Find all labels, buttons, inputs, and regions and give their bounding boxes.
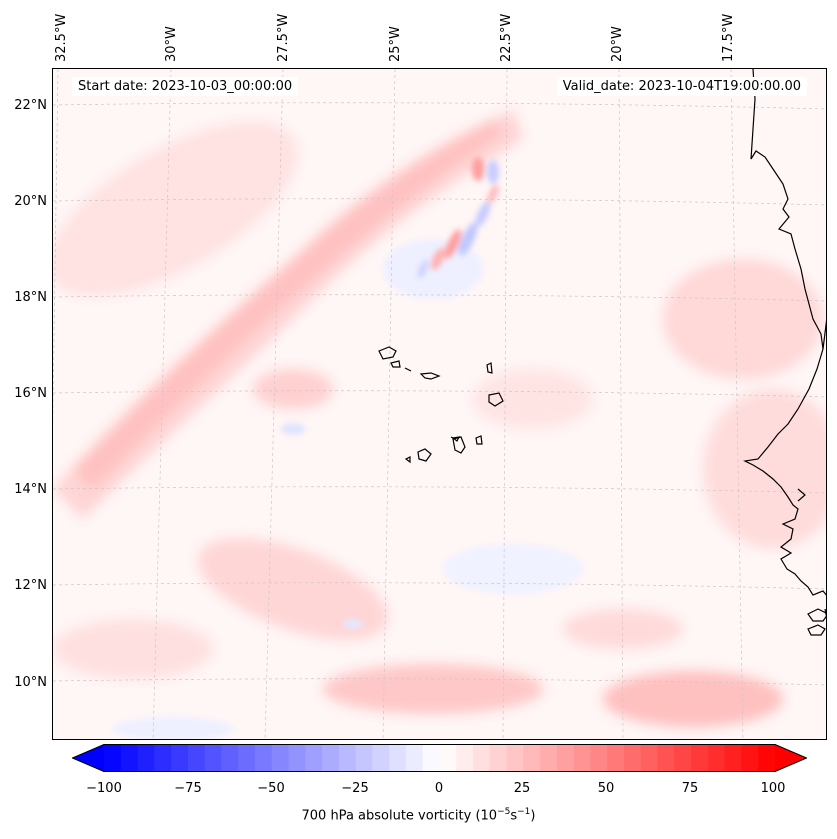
colorbar-segment	[305, 744, 323, 772]
lat-label-16n: 16°N	[14, 386, 47, 401]
colorbar-tick-minus50: −50	[257, 781, 285, 796]
colorbar-segment	[573, 744, 592, 772]
colorbar-segment	[456, 744, 474, 772]
island-sao-nicolau	[419, 372, 441, 380]
lon-label-30w: 30°W	[164, 26, 179, 62]
colorbar-segment	[758, 744, 776, 772]
colorbar-segment	[137, 744, 155, 772]
colorbar-segment	[104, 744, 122, 772]
colorbar-segment	[171, 744, 189, 772]
colorbar-segment	[590, 744, 608, 772]
colorbar-segment	[204, 744, 223, 772]
colorbar-segment	[221, 744, 239, 772]
african-coastline	[743, 69, 826, 636]
valid-date-text: Valid_date: 2023-10-04T19:00:00.00	[562, 79, 801, 94]
colorbar-segment	[322, 744, 340, 772]
islands-coastline	[378, 346, 504, 464]
start-date-text: Start date: 2023-10-03_00:00:00	[78, 79, 293, 94]
island-santiago	[452, 436, 466, 454]
colorbar-segment	[372, 744, 390, 772]
island-santa-luzia	[404, 367, 412, 372]
lon-label-22-5w: 22.5°W	[499, 13, 514, 62]
colorbar-extend-high	[775, 744, 807, 772]
colorbar-outline	[71, 744, 808, 772]
colorbar-segment	[439, 744, 457, 772]
colorbar-segment	[422, 744, 441, 772]
valid-date-banner: Valid_date: 2023-10-04T19:00:00.00	[556, 77, 807, 96]
colorbar-tick-50: 50	[597, 781, 615, 796]
colorbar-segment	[607, 744, 625, 772]
positive-vorticity-field	[53, 109, 826, 727]
colorbar-segment	[674, 744, 692, 772]
colorbar-segment	[405, 744, 424, 772]
colorbar-tick-75: 75	[681, 781, 699, 796]
colorbar-segment	[238, 744, 256, 772]
colorbar-segment	[624, 744, 642, 772]
colorbar-segment	[389, 744, 407, 772]
colorbar-segment	[338, 744, 357, 772]
start-date-banner: Start date: 2023-10-03_00:00:00	[72, 77, 299, 96]
colorbar-label-main: 700 hPa absolute vorticity (10	[301, 808, 498, 824]
lon-label-20w: 20°W	[610, 26, 625, 62]
colorbar-segment	[187, 744, 206, 772]
colorbar-segment	[691, 744, 709, 772]
colorbar-segment	[540, 744, 558, 772]
colorbar-segment	[657, 744, 675, 772]
lon-label-25w: 25°W	[388, 26, 403, 62]
colorbar-segment	[707, 744, 726, 772]
colorbar-segment	[154, 744, 172, 772]
colorbar	[71, 744, 808, 772]
island-sal	[486, 362, 493, 374]
lat-label-22n: 22°N	[14, 98, 47, 113]
colorbar-label-exp2: −1	[517, 807, 531, 817]
colorbar-segment	[724, 744, 743, 772]
lat-label-12n: 12°N	[14, 578, 47, 593]
colorbar-extend-low	[72, 744, 104, 772]
island-brava	[404, 456, 411, 464]
colorbar-tick-minus25: −25	[341, 781, 369, 796]
island-santo-antao	[378, 346, 397, 360]
colorbar-tick-minus75: −75	[174, 781, 202, 796]
colorbar-segment	[506, 744, 524, 772]
colorbar-tick-minus100: −100	[86, 781, 122, 796]
colorbar-segment	[489, 744, 508, 772]
lat-label-20n: 20°N	[14, 194, 47, 209]
colorbar-svg	[71, 744, 808, 772]
colorbar-segment	[640, 744, 659, 772]
colorbar-segment	[120, 744, 139, 772]
colorbar-label-exp1: −5	[497, 807, 511, 817]
lat-label-18n: 18°N	[14, 290, 47, 305]
colorbar-segment	[523, 744, 541, 772]
colorbar-tick-0: 0	[434, 781, 444, 796]
lat-label-10n: 10°N	[14, 675, 47, 690]
colorbar-segment	[556, 744, 575, 772]
colorbar-segment	[254, 744, 273, 772]
colorbar-segment	[473, 744, 491, 772]
colorbar-segment	[741, 744, 759, 772]
gridlines	[53, 69, 826, 739]
colorbar-tick-25: 25	[513, 781, 531, 796]
colorbar-segment	[288, 744, 306, 772]
colorbar-segment	[355, 744, 373, 772]
wave-train	[417, 157, 499, 279]
island-maio	[475, 435, 483, 445]
lon-label-17-5w: 17.5°W	[721, 13, 736, 62]
lon-label-32-5w: 32.5°W	[54, 13, 69, 62]
colorbar-label: 700 hPa absolute vorticity (10−5s−1)	[0, 807, 837, 823]
island-boa-vista	[488, 392, 504, 407]
island-fogo	[417, 448, 432, 462]
map-canvas	[53, 69, 826, 739]
island-sao-vicente	[390, 360, 401, 368]
colorbar-label-end: )	[530, 808, 536, 824]
colorbar-label-mid: s	[510, 808, 518, 824]
lat-label-14n: 14°N	[14, 482, 47, 497]
vorticity-map	[52, 68, 827, 740]
colorbar-tick-100: 100	[760, 781, 786, 796]
lon-label-27-5w: 27.5°W	[276, 13, 291, 62]
colorbar-segment	[271, 744, 290, 772]
island-santiago-small	[451, 436, 461, 442]
